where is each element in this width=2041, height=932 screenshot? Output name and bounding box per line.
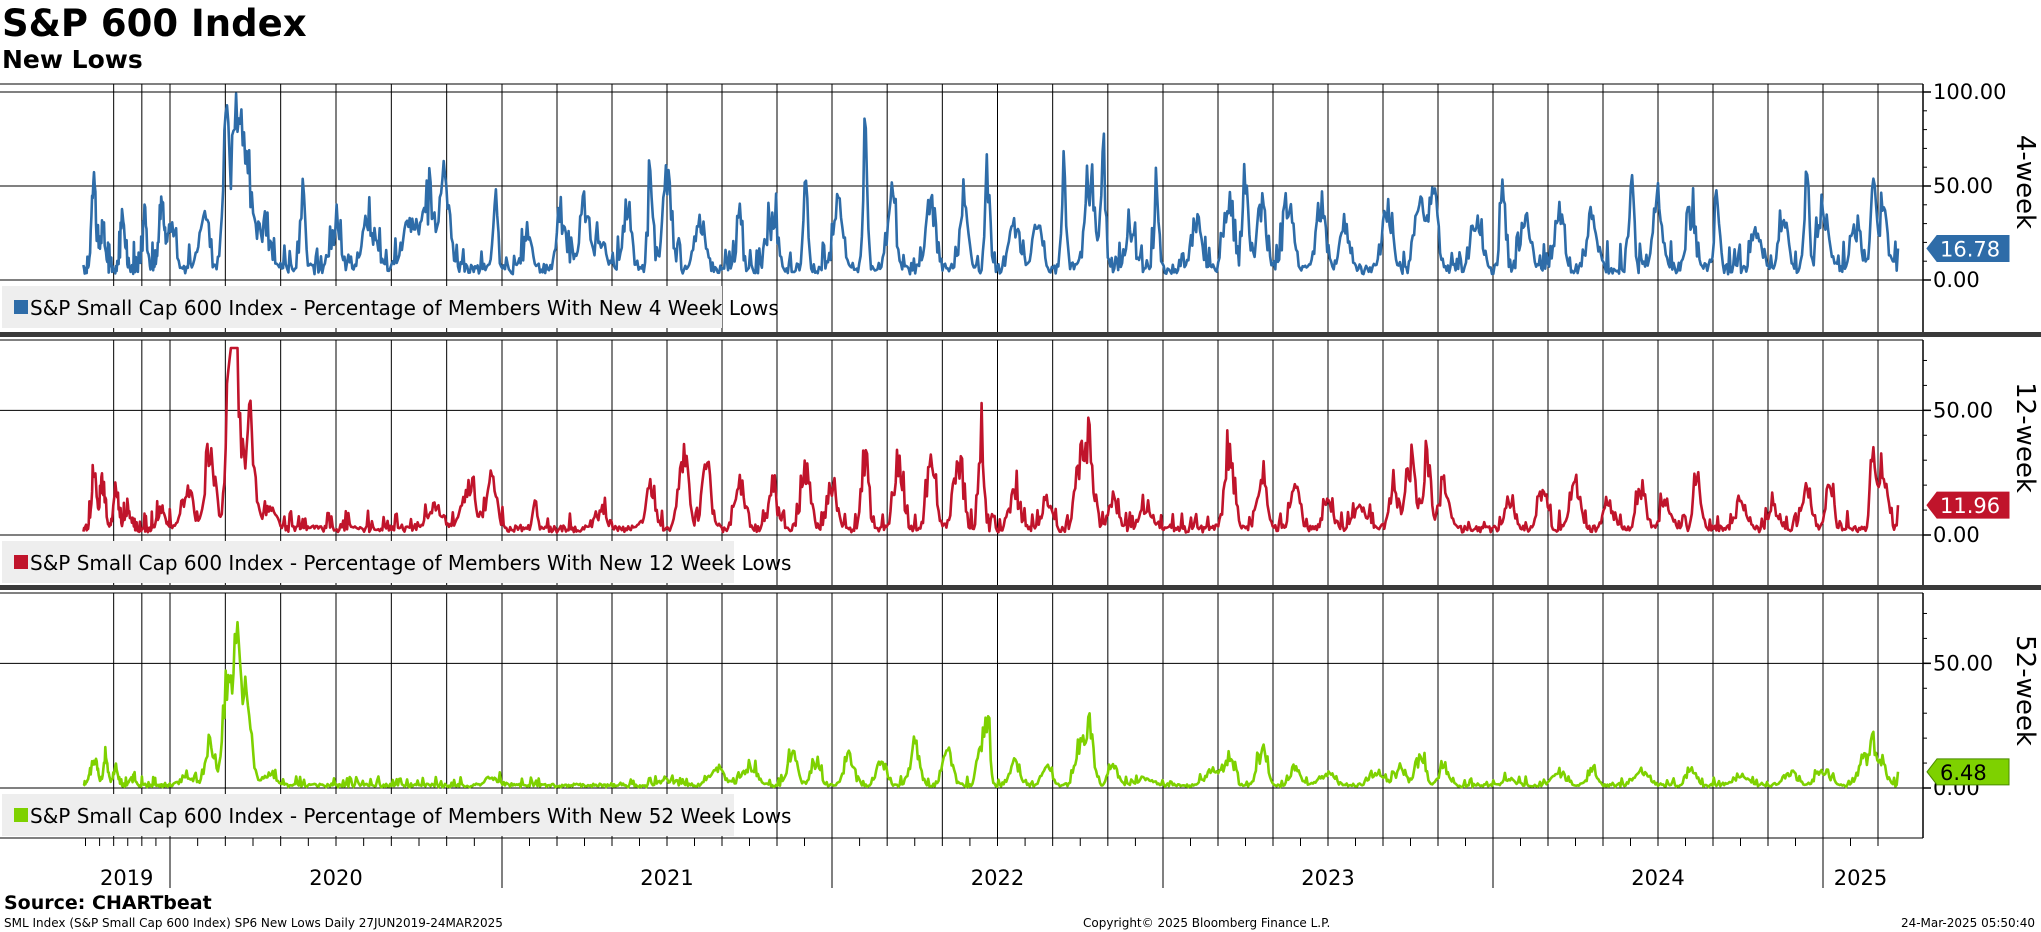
- x-tick-label: 2020: [309, 866, 362, 890]
- last-value-marker: [1926, 234, 2010, 262]
- last-value-label: 11.96: [1940, 494, 2000, 518]
- x-tick-label: 2023: [1301, 866, 1354, 890]
- panel-separator: [0, 332, 2041, 337]
- series-line: [82, 92, 1900, 276]
- series-line: [82, 346, 1900, 534]
- legend-box: [2, 794, 734, 836]
- y-tick-label: 0.00: [1933, 268, 1980, 292]
- last-value-label: 16.78: [1940, 237, 2000, 261]
- footer-timestamp: 24-Mar-2025 05:50:40: [1900, 916, 2035, 930]
- legend-swatch: [14, 300, 28, 314]
- x-tick-label: 2022: [971, 866, 1024, 890]
- y-tick-label: 50.00: [1933, 398, 1993, 422]
- legend-label: S&P Small Cap 600 Index - Percentage of …: [30, 551, 791, 575]
- x-tick-label: 2024: [1631, 866, 1684, 890]
- legend-label: S&P Small Cap 600 Index - Percentage of …: [30, 296, 779, 320]
- page-subtitle: New Lows: [2, 45, 143, 74]
- y-tick-label: 50.00: [1933, 651, 1993, 675]
- y-tick-label: 50.00: [1933, 174, 1993, 198]
- last-value-label: 6.48: [1940, 761, 1987, 785]
- axis-title: 52-week: [2010, 635, 2040, 746]
- legend-box: [2, 541, 734, 583]
- axis-title: 4-week: [2010, 135, 2040, 229]
- x-tick-label: 2025: [1834, 866, 1887, 890]
- series-line: [82, 620, 1900, 789]
- legend-swatch: [14, 555, 28, 569]
- axis-title: 12-week: [2010, 382, 2040, 493]
- legend-swatch: [14, 808, 28, 822]
- legend-box: [2, 286, 722, 328]
- footer-copyright: Copyright© 2025 Bloomberg Finance L.P.: [1083, 916, 1331, 930]
- y-tick-label: 0.00: [1933, 523, 1980, 547]
- y-tick-label: 100.00: [1933, 80, 2006, 104]
- source-label: Source: CHARTbeat: [4, 892, 212, 914]
- panel-separator: [0, 585, 2041, 590]
- last-value-marker: [1926, 491, 2010, 519]
- footer-series-info: SML Index (S&P Small Cap 600 Index) SP6 …: [4, 916, 503, 930]
- x-tick-label: 2019: [100, 866, 153, 890]
- legend-label: S&P Small Cap 600 Index - Percentage of …: [30, 804, 791, 828]
- page-title: S&P 600 Index: [2, 2, 307, 45]
- last-value-marker: [1926, 758, 2010, 786]
- x-tick-label: 2021: [640, 866, 693, 890]
